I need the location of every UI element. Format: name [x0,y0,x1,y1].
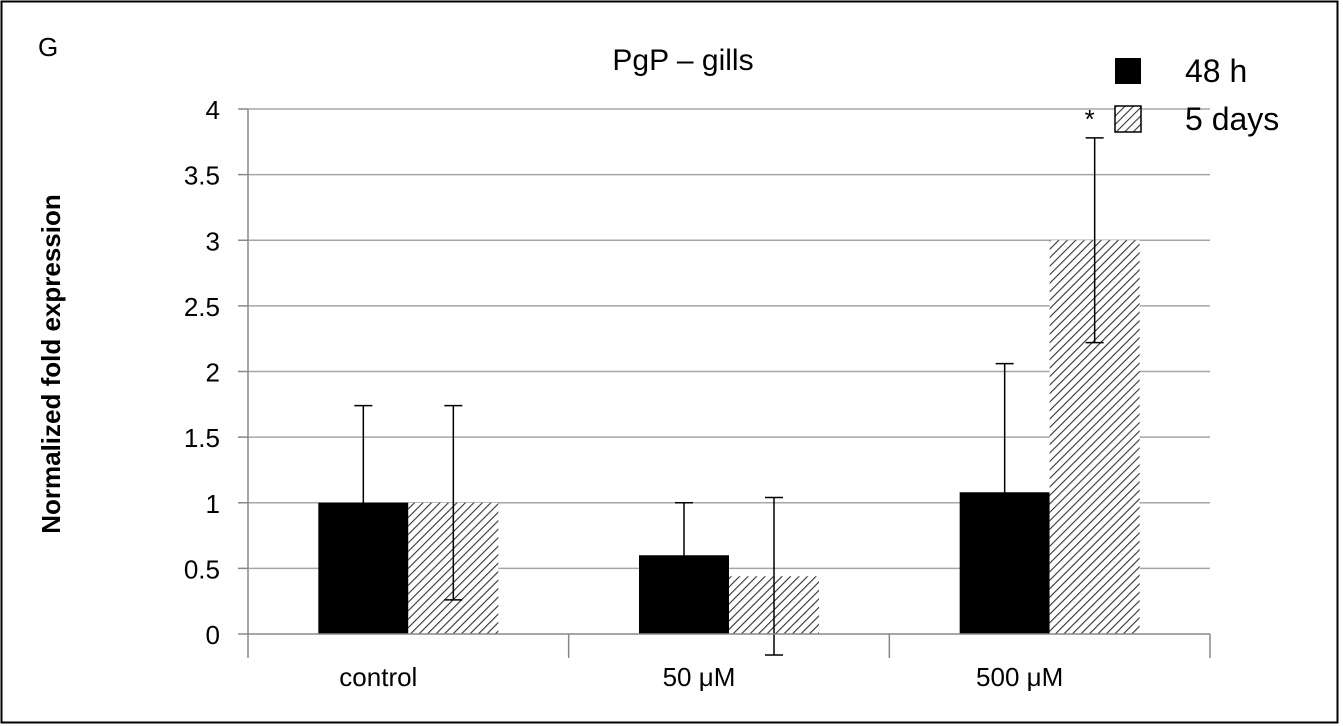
axes: 0 0.5 1 1.5 2 2.5 3 3.5 4 control 50 μM 500 μM [184,95,1211,692]
y-tick-label: 2.5 [184,292,220,322]
x-tick-label: 500 μM [976,662,1063,692]
y-tick-label: 2 [206,358,220,388]
y-tick-label: 1 [206,489,220,519]
panel-label: G [38,32,58,62]
y-tick-label: 0.5 [184,554,220,584]
y-tick-label: 4 [206,95,220,125]
legend-swatch [1115,58,1141,84]
legend: 48 h 5 days [1114,53,1279,137]
y-tick-label: 0 [206,620,220,650]
legend-label: 5 days [1185,101,1279,137]
x-tick-label: 50 μM [663,662,736,692]
legend-swatch [1114,105,1142,133]
bars: * [318,104,1140,656]
y-tick-label: 3 [206,226,220,256]
x-tick-label: control [339,662,417,692]
significance-marker: * [1085,104,1095,134]
y-axis-label: Normalized fold expression [36,194,66,534]
legend-label: 48 h [1185,53,1247,89]
y-tick-label: 1.5 [184,423,220,453]
chart-title: PgP – gills [612,44,753,77]
y-tick-label: 3.5 [184,161,220,191]
